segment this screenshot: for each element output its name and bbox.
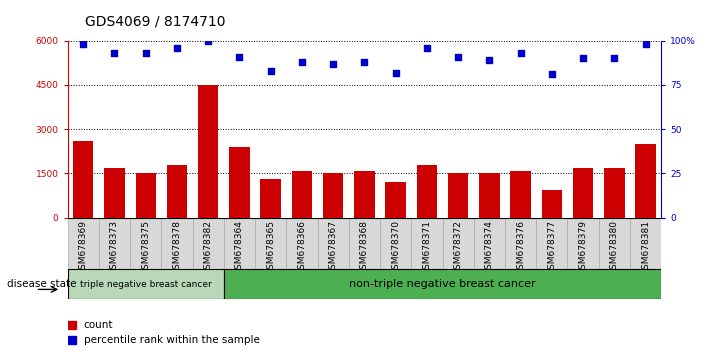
Text: disease state: disease state (7, 279, 77, 289)
Bar (636, 144, 656, 218)
FancyBboxPatch shape (442, 218, 474, 269)
FancyBboxPatch shape (599, 218, 630, 269)
Point (577, 56, 589, 61)
FancyBboxPatch shape (68, 218, 99, 269)
Text: triple negative breast cancer: triple negative breast cancer (80, 280, 212, 289)
FancyBboxPatch shape (68, 269, 224, 299)
Point (234, 54, 245, 59)
Bar (573, 167, 593, 218)
Bar (198, 85, 218, 218)
Point (328, 61, 339, 67)
Text: GSM678381: GSM678381 (641, 220, 650, 275)
Point (171, 45, 183, 51)
Bar (479, 173, 500, 218)
Point (203, 38, 214, 44)
FancyBboxPatch shape (536, 218, 567, 269)
Text: GSM678376: GSM678376 (516, 220, 525, 275)
Bar (542, 190, 562, 218)
Point (609, 56, 620, 61)
FancyBboxPatch shape (224, 218, 255, 269)
FancyBboxPatch shape (380, 218, 411, 269)
Text: GSM678374: GSM678374 (485, 220, 494, 275)
Bar (448, 173, 469, 218)
FancyBboxPatch shape (567, 218, 599, 269)
FancyBboxPatch shape (411, 218, 442, 269)
Point (421, 45, 432, 51)
FancyBboxPatch shape (349, 218, 380, 269)
Bar (292, 171, 312, 218)
Bar (510, 171, 531, 218)
Bar (229, 147, 250, 218)
Bar (354, 171, 375, 218)
Point (265, 68, 277, 74)
Point (640, 41, 651, 47)
Text: GSM678372: GSM678372 (454, 220, 463, 275)
FancyBboxPatch shape (287, 218, 318, 269)
FancyBboxPatch shape (161, 218, 193, 269)
Text: count: count (84, 320, 113, 330)
Bar (604, 167, 624, 218)
Point (483, 57, 495, 63)
Point (140, 50, 151, 56)
Bar (105, 167, 124, 218)
Text: non-triple negative breast cancer: non-triple negative breast cancer (349, 279, 536, 289)
Text: GSM678364: GSM678364 (235, 220, 244, 275)
Text: GSM678373: GSM678373 (110, 220, 119, 275)
Text: GSM678371: GSM678371 (422, 220, 432, 275)
Text: GSM678365: GSM678365 (266, 220, 275, 275)
Text: GSM678377: GSM678377 (547, 220, 557, 275)
Bar (136, 173, 156, 218)
Point (515, 50, 526, 56)
Point (77, 41, 89, 47)
FancyBboxPatch shape (474, 218, 505, 269)
Point (390, 70, 401, 75)
FancyBboxPatch shape (255, 218, 287, 269)
Text: GSM678382: GSM678382 (203, 220, 213, 275)
Bar (385, 182, 406, 218)
FancyBboxPatch shape (99, 218, 130, 269)
Text: GSM678380: GSM678380 (610, 220, 619, 275)
Text: GSM678366: GSM678366 (297, 220, 306, 275)
Point (109, 50, 120, 56)
Text: GSM678369: GSM678369 (79, 220, 87, 275)
Point (358, 59, 370, 65)
FancyBboxPatch shape (224, 269, 661, 299)
Text: GSM678379: GSM678379 (579, 220, 587, 275)
Bar (260, 179, 281, 218)
Point (546, 72, 557, 77)
Text: GSM678370: GSM678370 (391, 220, 400, 275)
FancyBboxPatch shape (130, 218, 161, 269)
FancyBboxPatch shape (630, 218, 661, 269)
Bar (167, 165, 187, 218)
Bar (73, 141, 93, 218)
Text: GSM678367: GSM678367 (328, 220, 338, 275)
Text: percentile rank within the sample: percentile rank within the sample (84, 335, 260, 346)
Point (452, 54, 464, 59)
FancyBboxPatch shape (505, 218, 536, 269)
Text: GDS4069 / 8174710: GDS4069 / 8174710 (85, 14, 226, 28)
Bar (68, 336, 77, 344)
Bar (68, 321, 77, 329)
Bar (417, 165, 437, 218)
FancyBboxPatch shape (318, 218, 349, 269)
Text: GSM678375: GSM678375 (141, 220, 150, 275)
FancyBboxPatch shape (193, 218, 224, 269)
Point (296, 59, 308, 65)
Bar (323, 173, 343, 218)
Text: GSM678368: GSM678368 (360, 220, 369, 275)
Text: GSM678378: GSM678378 (172, 220, 181, 275)
